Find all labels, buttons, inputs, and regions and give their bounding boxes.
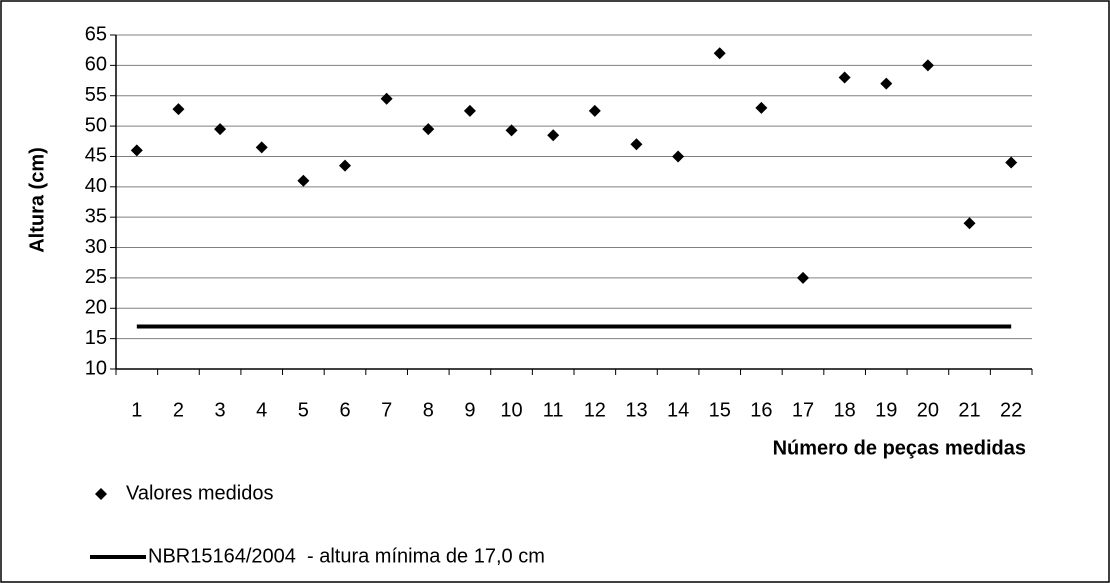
- x-tick-label: 3: [215, 399, 226, 421]
- data-point: [630, 138, 643, 151]
- x-tick-label: 12: [584, 399, 606, 421]
- data-point: [130, 144, 143, 157]
- x-tick-label: 17: [792, 399, 814, 421]
- data-point: [963, 217, 976, 230]
- y-tick-label: 60: [85, 54, 107, 76]
- x-tick-label: 16: [750, 399, 772, 421]
- y-tick-label: 30: [85, 236, 107, 258]
- x-tick-label: 11: [543, 399, 564, 421]
- x-tick-label: 2: [173, 399, 184, 421]
- legend-marker: [95, 488, 107, 500]
- data-point: [214, 123, 227, 136]
- x-tick-label: 1: [131, 399, 142, 421]
- data-point: [547, 129, 560, 142]
- x-tick-label: 20: [917, 399, 939, 421]
- y-tick-label: 55: [85, 84, 107, 106]
- y-tick-label: 25: [85, 266, 107, 288]
- data-point: [1005, 156, 1018, 169]
- y-axis-label: Altura (cm): [26, 147, 48, 253]
- data-point: [380, 92, 393, 105]
- y-tick-label: 10: [85, 357, 107, 379]
- y-tick-label: 50: [85, 114, 107, 136]
- data-point: [880, 77, 893, 90]
- x-tick-label: 15: [709, 399, 731, 421]
- x-tick-label: 9: [464, 399, 475, 421]
- legend-label: NBR15164/2004 - altura mínima de 17,0 cm: [148, 545, 545, 567]
- y-tick-label: 40: [85, 175, 107, 197]
- x-axis-label: Número de peças medidas: [773, 437, 1026, 459]
- x-tick-label: 5: [298, 399, 309, 421]
- data-point: [921, 59, 934, 72]
- data-point: [422, 123, 435, 136]
- data-point: [463, 104, 476, 117]
- data-point: [255, 141, 268, 154]
- x-tick-label: 21: [958, 399, 980, 421]
- x-tick-label: 4: [256, 399, 267, 421]
- data-point: [797, 271, 809, 284]
- x-tick-label: 7: [381, 399, 392, 421]
- x-tick-label: 22: [1000, 399, 1022, 421]
- data-point: [172, 103, 185, 116]
- data-point: [755, 101, 768, 114]
- data-point: [838, 71, 851, 84]
- data-point: [339, 159, 351, 172]
- data-point: [672, 150, 685, 163]
- x-tick-label: 6: [339, 399, 350, 421]
- data-point: [505, 124, 518, 137]
- data-point: [713, 47, 726, 60]
- x-tick-label: 14: [667, 399, 689, 421]
- x-tick-label: 13: [625, 399, 647, 421]
- x-tick-label: 10: [500, 399, 522, 421]
- x-tick-label: 18: [834, 399, 856, 421]
- y-tick-label: 45: [85, 145, 107, 167]
- y-tick-label: 35: [85, 205, 107, 227]
- y-tick-label: 65: [85, 23, 107, 45]
- x-tick-label: 8: [423, 399, 434, 421]
- y-tick-label: 20: [85, 297, 107, 319]
- legend-label: Valores medidos: [126, 482, 273, 504]
- x-tick-label: 19: [875, 399, 897, 421]
- data-point: [297, 174, 310, 187]
- y-tick-label: 15: [85, 327, 107, 349]
- data-point: [588, 104, 601, 117]
